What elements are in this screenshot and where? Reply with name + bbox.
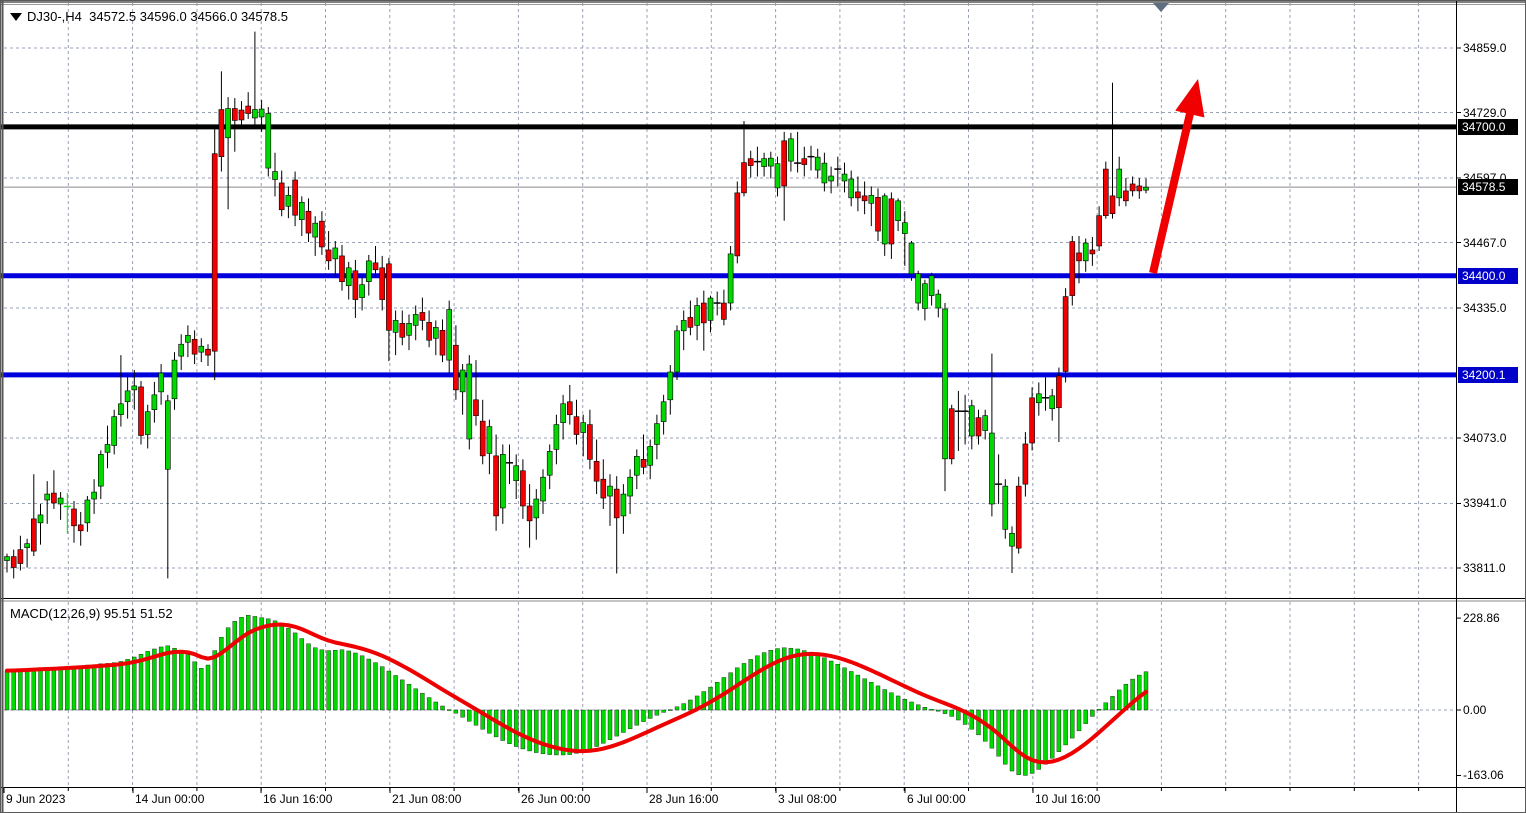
chart-title: DJ30-,H4 34572.5 34596.0 34566.0 34578.5	[10, 9, 288, 24]
symbol-dropdown-icon[interactable]	[10, 12, 22, 21]
chart-title-text: DJ30-,H4 34572.5 34596.0 34566.0 34578.5	[27, 9, 288, 24]
macd-indicator-label: MACD(12,26,9) 95.51 51.52	[10, 606, 173, 621]
price-tick-label: 34073.0	[1463, 431, 1507, 445]
time-tick-label: 21 Jun 08:00	[392, 792, 462, 806]
time-tick-label: 10 Jul 16:00	[1035, 792, 1101, 806]
macd-label-text: MACD(12,26,9) 95.51 51.52	[10, 606, 173, 621]
macd-tick-label: 228.86	[1463, 611, 1500, 626]
level-price-badge: 34700.0	[1458, 118, 1518, 135]
time-tick-label: 28 Jun 16:00	[649, 792, 719, 806]
price-tick-label: 33811.0	[1463, 561, 1506, 575]
time-tick-label: 9 Jun 2023	[6, 792, 66, 806]
price-tick-label: 34335.0	[1463, 301, 1507, 315]
current-price-badge: 34578.5	[1458, 179, 1518, 196]
level-price-badge: 34400.0	[1458, 267, 1518, 284]
price-tick-label: 34859.0	[1463, 41, 1507, 55]
price-tick-label: 34729.0	[1463, 105, 1507, 120]
price-tick-label: 33941.0	[1463, 496, 1507, 511]
price-tick-label: 34467.0	[1463, 235, 1507, 250]
time-tick-label: 14 Jun 00:00	[135, 792, 205, 806]
time-tick-label: 3 Jul 08:00	[778, 792, 837, 806]
macd-tick-label: 0.00	[1463, 703, 1487, 717]
macd-tick-label: -163.06	[1463, 768, 1504, 783]
time-tick-label: 16 Jun 16:00	[263, 792, 333, 806]
chart-shift-marker-icon[interactable]	[1153, 3, 1169, 12]
level-price-badge: 34200.1	[1458, 366, 1518, 383]
time-tick-label: 6 Jul 00:00	[907, 792, 966, 806]
time-tick-label: 26 Jun 00:00	[521, 792, 591, 806]
